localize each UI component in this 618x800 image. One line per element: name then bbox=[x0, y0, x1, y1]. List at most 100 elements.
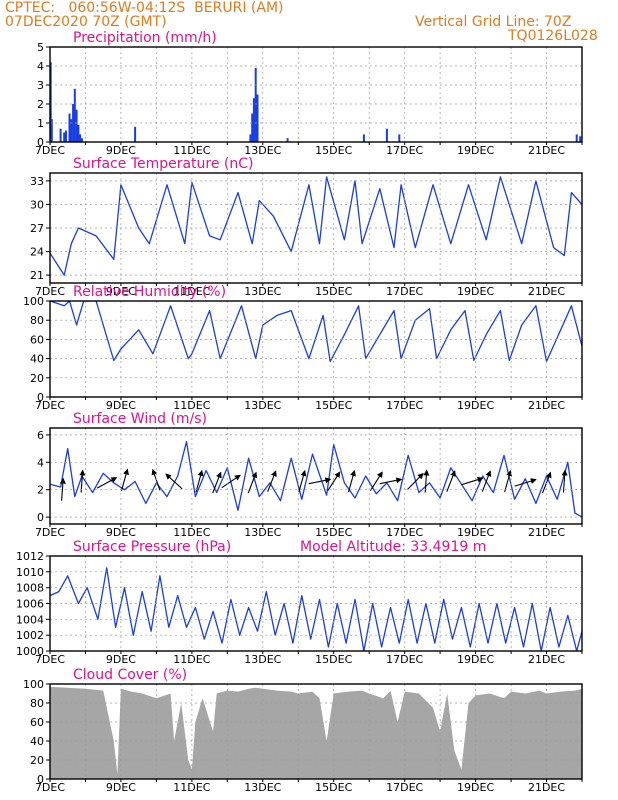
precip-bar bbox=[77, 124, 80, 142]
wind-arrow bbox=[79, 469, 86, 493]
wind-arrow bbox=[407, 472, 424, 490]
y-tick-label: 40 bbox=[30, 735, 44, 748]
wind-arrow bbox=[461, 476, 484, 486]
y-tick-label: 100 bbox=[23, 678, 44, 691]
x-tick-label: 7DEC bbox=[35, 653, 65, 666]
y-tick-label: 80 bbox=[30, 697, 44, 710]
x-tick-label: 21DEC bbox=[528, 653, 565, 666]
x-tick-label: 13DEC bbox=[244, 285, 281, 298]
x-tick-label: 9DEC bbox=[106, 399, 136, 412]
y-tick-label: 20 bbox=[30, 372, 44, 385]
y-tick-label: 21 bbox=[30, 269, 44, 282]
cloud-panel: 0 20 40 60 80 100 7DEC 9DEC 11DEC 13DEC 15DEC 17DEC… bbox=[23, 667, 583, 794]
y-tick-label: 1010 bbox=[16, 566, 44, 579]
temp-panel: 21 24 27 30 33 7DEC 9DEC 11DEC 13DEC 15DEC 17DEC 19… bbox=[30, 156, 583, 298]
precip-bar bbox=[80, 138, 83, 142]
precip-bar bbox=[251, 113, 254, 142]
wind-series-line bbox=[50, 441, 582, 518]
x-tick-label: 17DEC bbox=[386, 781, 423, 794]
wind-panel: 0 2 4 6 7DEC 9DEC 11DEC 13DEC 15DEC 17DEC 19DEC 21D… bbox=[35, 411, 583, 539]
date-title: 07DEC2020 70Z (GMT) bbox=[5, 14, 167, 30]
y-tick-label: 1004 bbox=[16, 613, 44, 626]
cloud-title: Cloud Cover (%) bbox=[73, 667, 187, 683]
wind-arrow bbox=[308, 477, 332, 485]
wind-arrow bbox=[267, 470, 277, 492]
x-tick-label: 19DEC bbox=[457, 285, 494, 298]
precip-bar bbox=[59, 128, 62, 142]
wind-arrow bbox=[541, 471, 552, 494]
temp-title: Surface Temperature (nC) bbox=[73, 156, 254, 172]
x-tick-label: 17DEC bbox=[386, 653, 423, 666]
x-tick-label: 11DEC bbox=[173, 285, 210, 298]
y-tick-label: 6 bbox=[37, 429, 44, 442]
y-tick-label: 1008 bbox=[16, 582, 44, 595]
wind-arrow bbox=[379, 477, 403, 485]
y-tick-label: 3 bbox=[37, 79, 44, 92]
precip-bar bbox=[75, 109, 78, 142]
x-tick-label: 19DEC bbox=[457, 526, 494, 539]
x-tick-label: 9DEC bbox=[106, 285, 136, 298]
y-tick-label: 1002 bbox=[16, 629, 44, 642]
x-tick-label: 19DEC bbox=[457, 144, 494, 157]
press-series-line bbox=[50, 567, 582, 651]
wind-arrow bbox=[369, 471, 383, 491]
precip-bar bbox=[72, 104, 75, 142]
x-tick-label: 21DEC bbox=[528, 144, 565, 157]
x-tick-label: 21DEC bbox=[528, 526, 565, 539]
precip-bar bbox=[256, 94, 259, 142]
x-tick-label: 7DEC bbox=[35, 285, 65, 298]
x-tick-label: 11DEC bbox=[173, 144, 210, 157]
wind-arrow bbox=[165, 473, 183, 490]
wind-title: Surface Wind (m/s) bbox=[73, 411, 207, 427]
wind-arrow bbox=[96, 477, 118, 489]
x-tick-label: 21DEC bbox=[528, 399, 565, 412]
precip-panel: 0 1 2 3 4 5 7DEC 9DEC 11DEC 13DEC 15DEC 17DEC 19DEC 2… bbox=[35, 30, 583, 157]
precip-bar bbox=[249, 134, 252, 142]
x-tick-label: 17DEC bbox=[386, 144, 423, 157]
y-tick-label: 2 bbox=[37, 484, 44, 497]
wind-arrow bbox=[327, 471, 341, 491]
x-tick-label: 7DEC bbox=[35, 526, 65, 539]
y-tick-label: 1 bbox=[37, 117, 44, 130]
x-tick-label: 17DEC bbox=[386, 285, 423, 298]
y-tick-label: 2 bbox=[37, 98, 44, 111]
station-title: CPTEC: 060:56W-04:12S BERURI (AM) bbox=[5, 0, 284, 16]
y-tick-label: 0 bbox=[37, 136, 44, 149]
x-tick-label: 19DEC bbox=[457, 781, 494, 794]
precip-bar bbox=[254, 67, 257, 142]
x-tick-label: 15DEC bbox=[315, 526, 352, 539]
wind-arrow bbox=[195, 469, 204, 493]
wind-arrow bbox=[347, 469, 356, 493]
press-title: Surface Pressure (hPa) bbox=[73, 539, 231, 555]
model-altitude-label: Model Altitude: 33.4919 m bbox=[300, 539, 486, 555]
wind-arrow bbox=[247, 471, 258, 494]
wind-arrow bbox=[423, 469, 430, 493]
x-tick-label: 19DEC bbox=[457, 399, 494, 412]
y-tick-label: 24 bbox=[30, 246, 44, 259]
wind-arrow bbox=[212, 471, 222, 494]
x-tick-label: 9DEC bbox=[106, 781, 136, 794]
precip-bar bbox=[63, 132, 66, 142]
precip-bar bbox=[398, 134, 401, 142]
x-tick-label: 11DEC bbox=[173, 399, 210, 412]
cloud-cover-area bbox=[50, 686, 582, 779]
wind-arrow bbox=[446, 470, 456, 492]
cloud-frame bbox=[49, 683, 583, 780]
precip-bar bbox=[134, 126, 137, 142]
wind-arrow bbox=[221, 474, 241, 489]
x-tick-label: 9DEC bbox=[106, 526, 136, 539]
wind-arrow bbox=[561, 469, 568, 493]
precip-bar bbox=[70, 119, 73, 142]
x-tick-label: 19DEC bbox=[457, 653, 494, 666]
wind-arrow bbox=[514, 478, 537, 487]
y-tick-label: 1006 bbox=[16, 598, 44, 611]
wind-arrow bbox=[151, 468, 161, 491]
precip-bar bbox=[65, 130, 67, 142]
x-tick-label: 15DEC bbox=[315, 285, 352, 298]
y-tick-label: 0 bbox=[37, 391, 44, 404]
precip-bar bbox=[73, 88, 76, 142]
precip-bar bbox=[252, 98, 255, 142]
wind-arrow bbox=[481, 470, 492, 492]
x-tick-label: 15DEC bbox=[315, 144, 352, 157]
